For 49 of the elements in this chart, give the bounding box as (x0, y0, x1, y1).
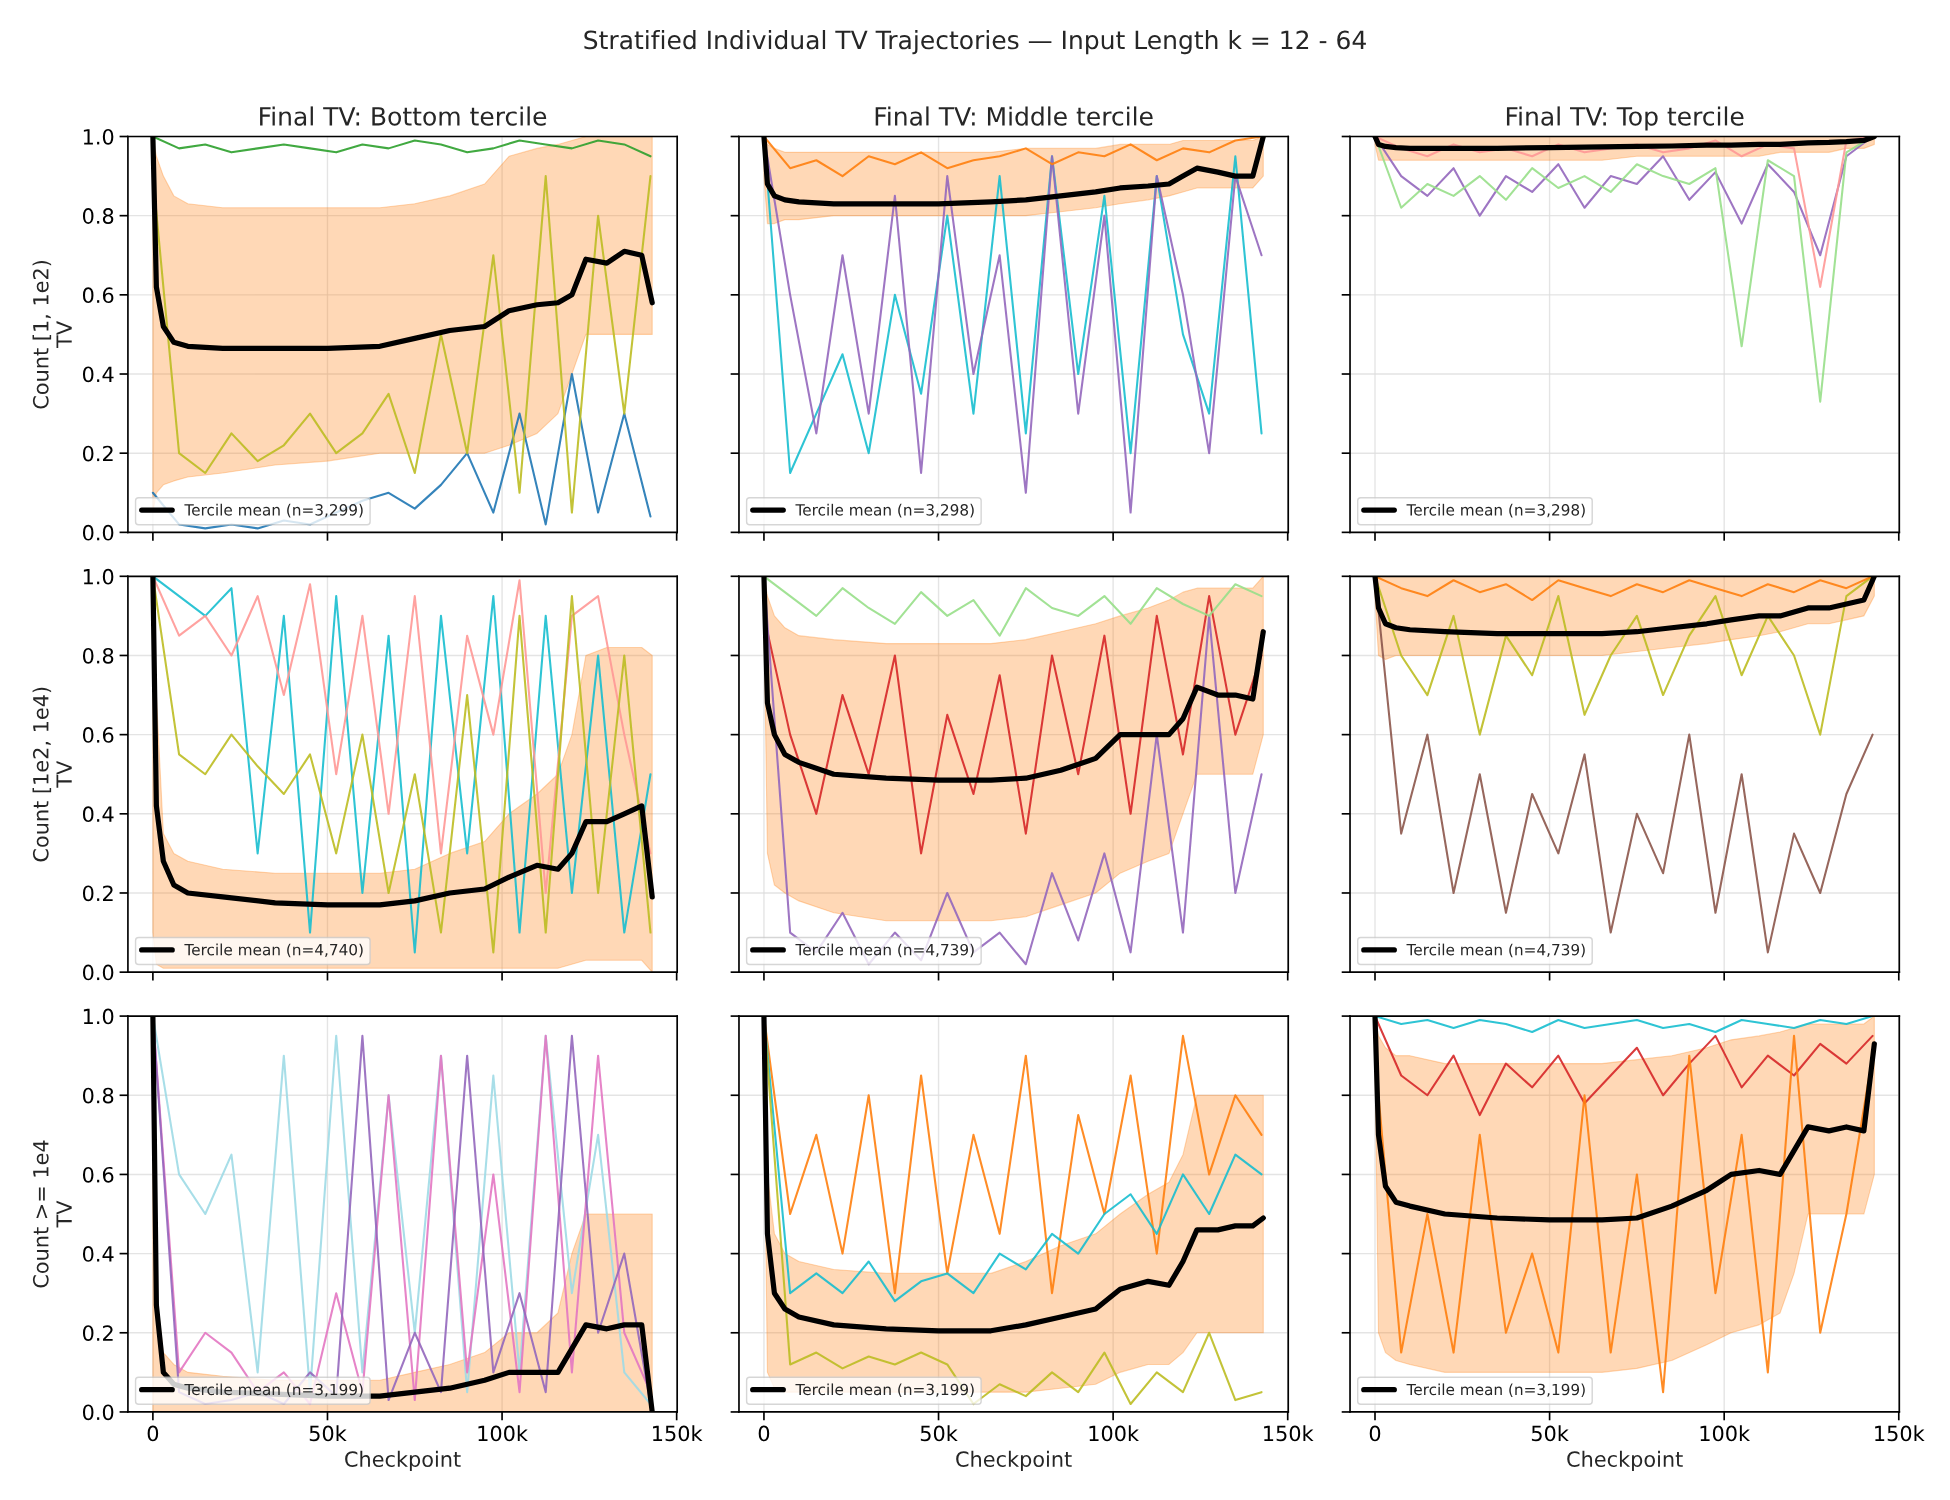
y-axis-title: Count >= 1e4 TV (32, 1140, 72, 1288)
x-tick-label: 100k (1700, 1425, 1751, 1442)
y-tick-label: 0.4 (82, 806, 114, 823)
x-tick-label: 50k (1531, 1425, 1569, 1442)
x-tick-label: 100k (1089, 1425, 1139, 1442)
legend-label: Tercile mean (n=3,199) (184, 1383, 363, 1398)
chart-title: Final TV: Bottom tercile (260, 106, 547, 126)
chart-title: Final TV: Top tercile (1506, 106, 1744, 131)
y-tick-label: 1.0 (83, 568, 114, 585)
y-tick-label: 0.6 (82, 287, 114, 304)
legend-label: Tercile mean (n=3,298) (795, 503, 974, 518)
legend-label: Tercile mean (n=4,739) (795, 943, 974, 958)
x-axis-title: Checkpoint (345, 1450, 461, 1472)
y-tick-label: 1.0 (83, 128, 114, 145)
y-tick-label: 0.0 (82, 964, 114, 981)
legend-label: Tercile mean (n=4,740) (184, 943, 363, 958)
y-tick-label: 0.8 (82, 647, 114, 664)
text: Stratified Individual TV Trajectories — Input Length k = 12 - 64 (584, 30, 1366, 55)
legend-label: Tercile mean (n=3,199) (1406, 1383, 1585, 1398)
x-tick-label: 150k (653, 1425, 703, 1442)
legend-label: Tercile mean (n=3,299) (184, 503, 363, 518)
chart-title: Final TV: Middle tercile (875, 106, 1153, 126)
y-tick-label: 0.2 (82, 885, 113, 902)
x-axis-title: Checkpoint (956, 1450, 1072, 1472)
y-axis-title: Count [1, 1e2) TV (32, 260, 72, 409)
legend-label: Tercile mean (n=3,199) (795, 1383, 974, 1398)
y-tick-label: 0.4 (82, 366, 114, 383)
y-tick-label: 1.0 (83, 1008, 114, 1025)
y-tick-label: 0.2 (82, 1325, 113, 1341)
y-axis-title: Count [1e2, 1e4) TV (32, 687, 72, 862)
x-tick-label: 0 (147, 1425, 159, 1442)
legend-label: Tercile mean (n=3,298) (1406, 503, 1585, 518)
y-tick-label: 0.4 (82, 1246, 114, 1262)
x-tick-label: 50k (920, 1425, 958, 1442)
y-tick-label: 0.0 (82, 524, 114, 541)
y-tick-label: 0.8 (82, 208, 114, 224)
x-tick-label: 150k (1264, 1425, 1314, 1442)
x-tick-label: 150k (1875, 1425, 1925, 1442)
x-axis-title: Checkpoint (1567, 1450, 1683, 1472)
x-tick-label: 100k (478, 1425, 528, 1442)
y-tick-label: 0.6 (82, 727, 114, 743)
x-tick-label: 0 (758, 1425, 770, 1442)
y-tick-label: 0.0 (82, 1404, 114, 1421)
x-tick-label: 50k (309, 1425, 347, 1442)
y-tick-label: 0.2 (82, 445, 113, 462)
legend-label: Tercile mean (n=4,739) (1406, 943, 1585, 958)
y-tick-label: 0.6 (82, 1166, 114, 1183)
x-tick-label: 0 (1369, 1425, 1381, 1442)
y-tick-label: 0.8 (82, 1087, 114, 1104)
